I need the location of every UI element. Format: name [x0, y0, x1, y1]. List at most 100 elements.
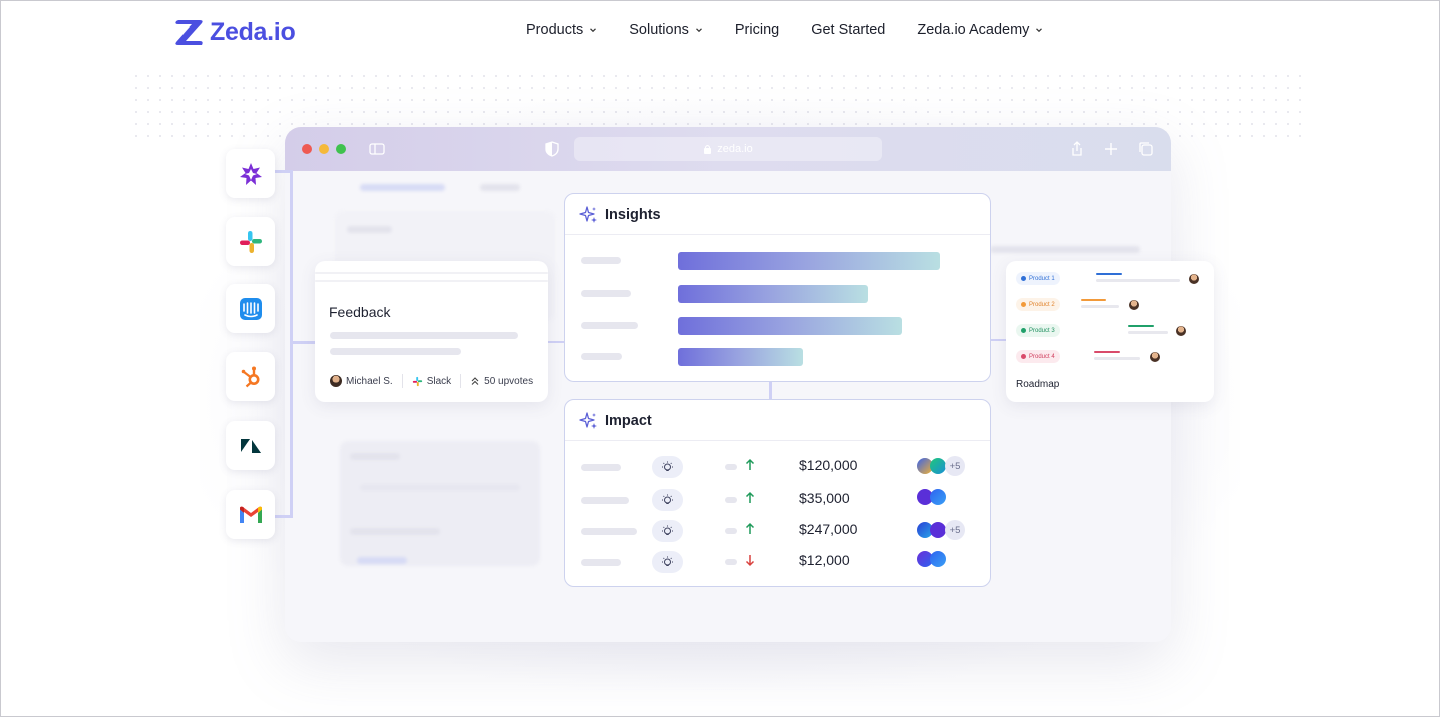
arrow-up-icon	[745, 491, 755, 503]
nav-get-started-label: Get Started	[811, 22, 886, 38]
feedback-upvotes: 50 upvotes	[484, 375, 534, 387]
avatar	[1150, 352, 1160, 362]
gmail-icon	[239, 506, 262, 523]
nav-solutions-label: Solutions	[629, 22, 689, 38]
tabs-icon	[1139, 142, 1153, 156]
connector-line	[991, 339, 1006, 341]
feedback-source: Slack	[426, 375, 452, 387]
insight-bar	[678, 317, 902, 335]
bulb-icon	[652, 551, 683, 573]
nav-products-label: Products	[526, 22, 584, 38]
roadmap-tag-label: Product 4	[1029, 353, 1055, 360]
top-nav: Zeda.io Products Solutions Pricing Get S…	[0, 0, 1440, 66]
chevron-down-icon	[590, 28, 597, 33]
insight-label-placeholder	[581, 290, 631, 297]
roadmap-tag-label: Product 2	[1029, 301, 1055, 308]
minimize-dot-icon	[319, 144, 329, 154]
insight-label-placeholder	[581, 353, 622, 360]
connector-line	[273, 515, 293, 518]
more-accounts-badge: +5	[945, 520, 965, 540]
url-text: zeda.io	[717, 143, 753, 155]
roadmap-tag: Product 4	[1016, 350, 1060, 363]
connector-line	[548, 341, 565, 343]
integration-gmail[interactable]	[226, 490, 275, 539]
feedback-meta: Michael S. Slack 50 upvotes	[330, 374, 533, 388]
more-accounts-badge: +5	[945, 456, 965, 476]
integration-zendesk[interactable]	[226, 421, 275, 470]
bulb-icon	[652, 489, 683, 511]
connector-line	[290, 341, 316, 344]
roadmap-tag-label: Product 3	[1029, 327, 1055, 334]
integration-slack[interactable]	[226, 217, 275, 266]
nav-get-started[interactable]: Get Started	[811, 22, 885, 38]
nav-pricing-label: Pricing	[734, 22, 780, 38]
roadmap-tag: Product 2	[1016, 298, 1060, 311]
account-logos: +5	[917, 456, 965, 476]
bulb-icon	[652, 456, 683, 478]
connector-line	[290, 172, 293, 517]
impact-row: $247,000 +5	[565, 520, 990, 550]
arrow-down-icon	[745, 555, 755, 567]
browser-titlebar: zeda.io	[285, 127, 1171, 171]
integration-intercom[interactable]	[226, 284, 275, 333]
insights-title: Insights	[605, 207, 661, 223]
plus-icon	[1105, 143, 1117, 155]
roadmap-tag: Product 3	[1016, 324, 1060, 337]
impact-row: $12,000	[565, 551, 990, 581]
avatar	[330, 375, 342, 387]
arrow-up-icon	[745, 458, 755, 470]
brand-name: Zeda.io	[210, 17, 296, 46]
slack-icon	[239, 230, 262, 253]
feedback-card: Feedback Michael S. Slack 50 upvotes	[315, 261, 548, 402]
share-icon	[1072, 141, 1082, 156]
roadmap-card: Product 1 Product 2 Product 3 Product 4 …	[1006, 261, 1214, 402]
maximize-dot-icon	[336, 144, 346, 154]
feedback-author: Michael S.	[346, 375, 393, 387]
sparkle-icon	[579, 206, 597, 223]
upvote-icon	[471, 377, 479, 385]
address-bar: zeda.io	[574, 137, 882, 161]
account-logos: +5	[917, 520, 965, 540]
impact-row: $35,000	[565, 489, 990, 519]
impact-amount: $120,000	[799, 457, 858, 473]
nav-academy[interactable]: Zeda.io Academy	[917, 22, 1043, 38]
insight-bar	[678, 285, 868, 303]
nav-pricing[interactable]: Pricing	[735, 22, 779, 38]
sidebar-toggle-icon	[369, 143, 385, 155]
chevron-down-icon	[1036, 28, 1043, 33]
impact-amount: $12,000	[799, 552, 850, 568]
roadmap-tag: Product 1	[1016, 272, 1060, 285]
insights-header: Insights	[579, 205, 661, 225]
connector-line	[273, 170, 293, 173]
intercom-icon	[239, 297, 262, 320]
nav-solutions[interactable]: Solutions	[629, 22, 703, 38]
insight-bar	[678, 252, 940, 270]
avatar	[1129, 300, 1139, 310]
shield-icon	[545, 141, 559, 157]
roadmap-tag-label: Product 1	[1029, 275, 1055, 282]
brand-logo[interactable]: Zeda.io	[172, 14, 296, 50]
avatar	[1189, 274, 1199, 284]
nav-academy-label: Zeda.io Academy	[917, 22, 1030, 38]
hubspot-icon	[241, 366, 259, 387]
spark-icon	[239, 162, 262, 185]
chevron-down-icon	[695, 28, 702, 33]
integration-hubspot[interactable]	[226, 352, 275, 401]
sparkle-icon	[579, 412, 597, 429]
account-logos	[917, 551, 946, 567]
nav-products[interactable]: Products	[526, 22, 597, 38]
placeholder-line	[330, 332, 518, 339]
impact-row: $120,000 +5	[565, 456, 990, 486]
avatar	[1176, 326, 1186, 336]
insights-card: Insights	[564, 193, 991, 382]
close-dot-icon	[302, 144, 312, 154]
insight-label-placeholder	[581, 257, 621, 264]
zendesk-icon	[240, 438, 261, 453]
impact-amount: $35,000	[799, 490, 850, 506]
impact-header: Impact	[579, 411, 652, 431]
roadmap-title: Roadmap	[1016, 379, 1060, 390]
placeholder-line	[330, 348, 461, 355]
connector-line	[769, 382, 772, 399]
integration-spark[interactable]	[226, 149, 275, 198]
impact-card: Impact $120,000 +5 $35,000 $247,000	[564, 399, 991, 587]
